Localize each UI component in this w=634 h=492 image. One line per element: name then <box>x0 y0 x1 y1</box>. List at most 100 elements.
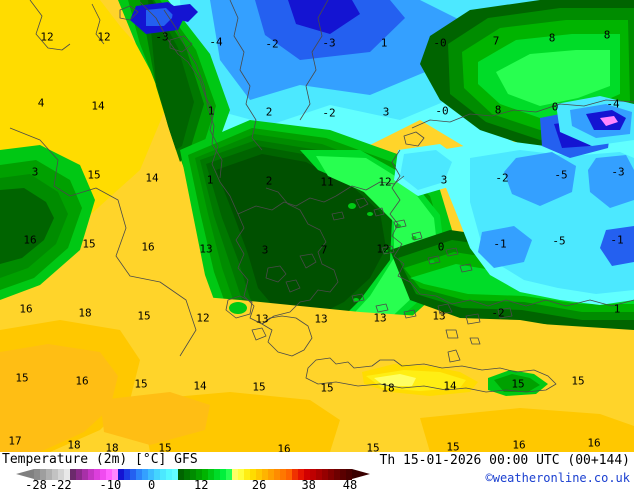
temperature-label: 18 <box>381 381 395 395</box>
temperature-colorbar[interactable] <box>16 469 370 480</box>
colorbar-swatch <box>268 469 274 480</box>
temperature-label: 18 <box>78 306 92 320</box>
temperature-label: 0 <box>551 100 559 114</box>
temperature-label: 15 <box>252 380 266 394</box>
colorbar-swatch <box>274 469 280 480</box>
model-run-datetime: Th 15-01-2026 00:00 UTC (00+144) <box>379 453 630 468</box>
colorbar-swatch <box>226 469 232 480</box>
temperature-label: 15 <box>137 309 151 323</box>
temperature-label: 13 <box>432 309 446 323</box>
temperature-label: -2 <box>491 306 505 320</box>
colorbar-swatch <box>202 469 208 480</box>
colorbar-swatch <box>322 469 328 480</box>
colorbar-swatch <box>112 469 118 480</box>
temperature-label: 15 <box>15 371 29 385</box>
temperature-label: 1 <box>613 302 621 316</box>
temperature-label: 16 <box>75 374 89 388</box>
temperature-label: 17 <box>8 434 22 448</box>
colorbar-tick: 26 <box>251 478 267 492</box>
colorbar-swatch <box>208 469 214 480</box>
temperature-label: 1 <box>207 104 215 118</box>
colorbar-swatch <box>250 469 256 480</box>
temperature-label: -5 <box>552 234 566 248</box>
colorbar-swatch <box>136 469 142 480</box>
temperature-label: 15 <box>320 381 334 395</box>
temperature-label: 16 <box>19 302 33 316</box>
colorbar-swatch <box>88 469 94 480</box>
temperature-label: -5 <box>554 168 568 182</box>
colorbar-swatch <box>64 469 70 480</box>
temperature-label: -2 <box>495 171 509 185</box>
temperature-label: -3 <box>155 30 169 44</box>
temperature-label: 1 <box>380 36 388 50</box>
colorbar-swatch <box>40 469 46 480</box>
colorbar-swatch <box>238 469 244 480</box>
temperature-label: 15 <box>446 440 460 453</box>
temperature-label: 16 <box>141 240 155 254</box>
temperature-contour-field <box>0 0 634 452</box>
temperature-label: 12 <box>97 30 111 44</box>
colorbar-swatch <box>130 469 136 480</box>
temperature-label: -2 <box>322 106 336 120</box>
colorbar-swatch <box>328 469 334 480</box>
temperature-label: 16 <box>23 233 37 247</box>
temperature-label: -4 <box>209 35 223 49</box>
temperature-label: 0 <box>437 240 445 254</box>
colorbar-swatch <box>82 469 88 480</box>
temperature-label: 2 <box>265 105 273 119</box>
colorbar-swatches <box>34 469 352 480</box>
temperature-label: 12 <box>196 311 210 325</box>
temperature-map[interactable]: 12 12 -3 -4 -2 -3 1 -0 7 8 8 4 14 1 2 -2 3 -0 8 0 -4 3 15 14 1 2 1… <box>0 0 634 452</box>
temperature-label: 15 <box>158 441 172 453</box>
temperature-label: 15 <box>511 377 525 391</box>
temperature-label: 16 <box>512 438 526 452</box>
colorbar-tick: -28 <box>25 478 47 492</box>
temperature-label: 15 <box>134 377 148 391</box>
colorbar-swatch <box>58 469 64 480</box>
colorbar-swatch <box>100 469 106 480</box>
colorbar-swatch <box>172 469 178 480</box>
temperature-label: 13 <box>255 312 269 326</box>
copyright-link[interactable]: ©weatheronline.co.uk <box>485 471 631 485</box>
colorbar-swatch <box>346 469 352 480</box>
colorbar-swatch <box>310 469 316 480</box>
temperature-label: 15 <box>571 374 585 388</box>
colorbar-swatch <box>160 469 166 480</box>
colorbar-swatch <box>148 469 154 480</box>
temperature-label: 18 <box>67 438 81 452</box>
temperature-label: 16 <box>587 436 601 450</box>
colorbar-swatch <box>124 469 130 480</box>
temperature-label: -0 <box>433 36 447 50</box>
colorbar-swatch <box>34 469 40 480</box>
temperature-label: 15 <box>87 168 101 182</box>
temperature-label: 8 <box>603 28 611 42</box>
colorbar-swatch <box>214 469 220 480</box>
colorbar-tick: 38 <box>301 478 316 492</box>
temperature-label: -3 <box>322 36 336 50</box>
colorbar-swatch <box>220 469 226 480</box>
temperature-label: 14 <box>145 171 159 185</box>
temperature-label: -3 <box>611 165 625 179</box>
temperature-label: 2 <box>265 174 273 188</box>
colorbar-swatch <box>304 469 310 480</box>
colorbar-swatch <box>298 469 304 480</box>
colorbar-tick: 48 <box>342 478 358 492</box>
colorbar-tick: 0 <box>148 478 156 492</box>
colorbar-swatch <box>334 469 340 480</box>
temperature-label: -2 <box>265 37 279 51</box>
colorbar-swatch <box>70 469 76 480</box>
temperature-label: 8 <box>548 31 556 45</box>
temperature-label: 3 <box>261 243 269 257</box>
temperature-label: 3 <box>440 173 448 187</box>
colorbar-swatch <box>316 469 322 480</box>
temperature-label: 12 <box>376 242 390 256</box>
colorbar-swatch <box>184 469 190 480</box>
temperature-label: 16 <box>277 442 291 453</box>
temperature-label: -1 <box>610 233 624 247</box>
colorbar-swatch <box>196 469 202 480</box>
temperature-label: 14 <box>91 99 105 113</box>
colorbar-tick: 12 <box>194 478 209 492</box>
temperature-label: 14 <box>443 379 457 393</box>
temperature-label: 11 <box>320 175 334 189</box>
